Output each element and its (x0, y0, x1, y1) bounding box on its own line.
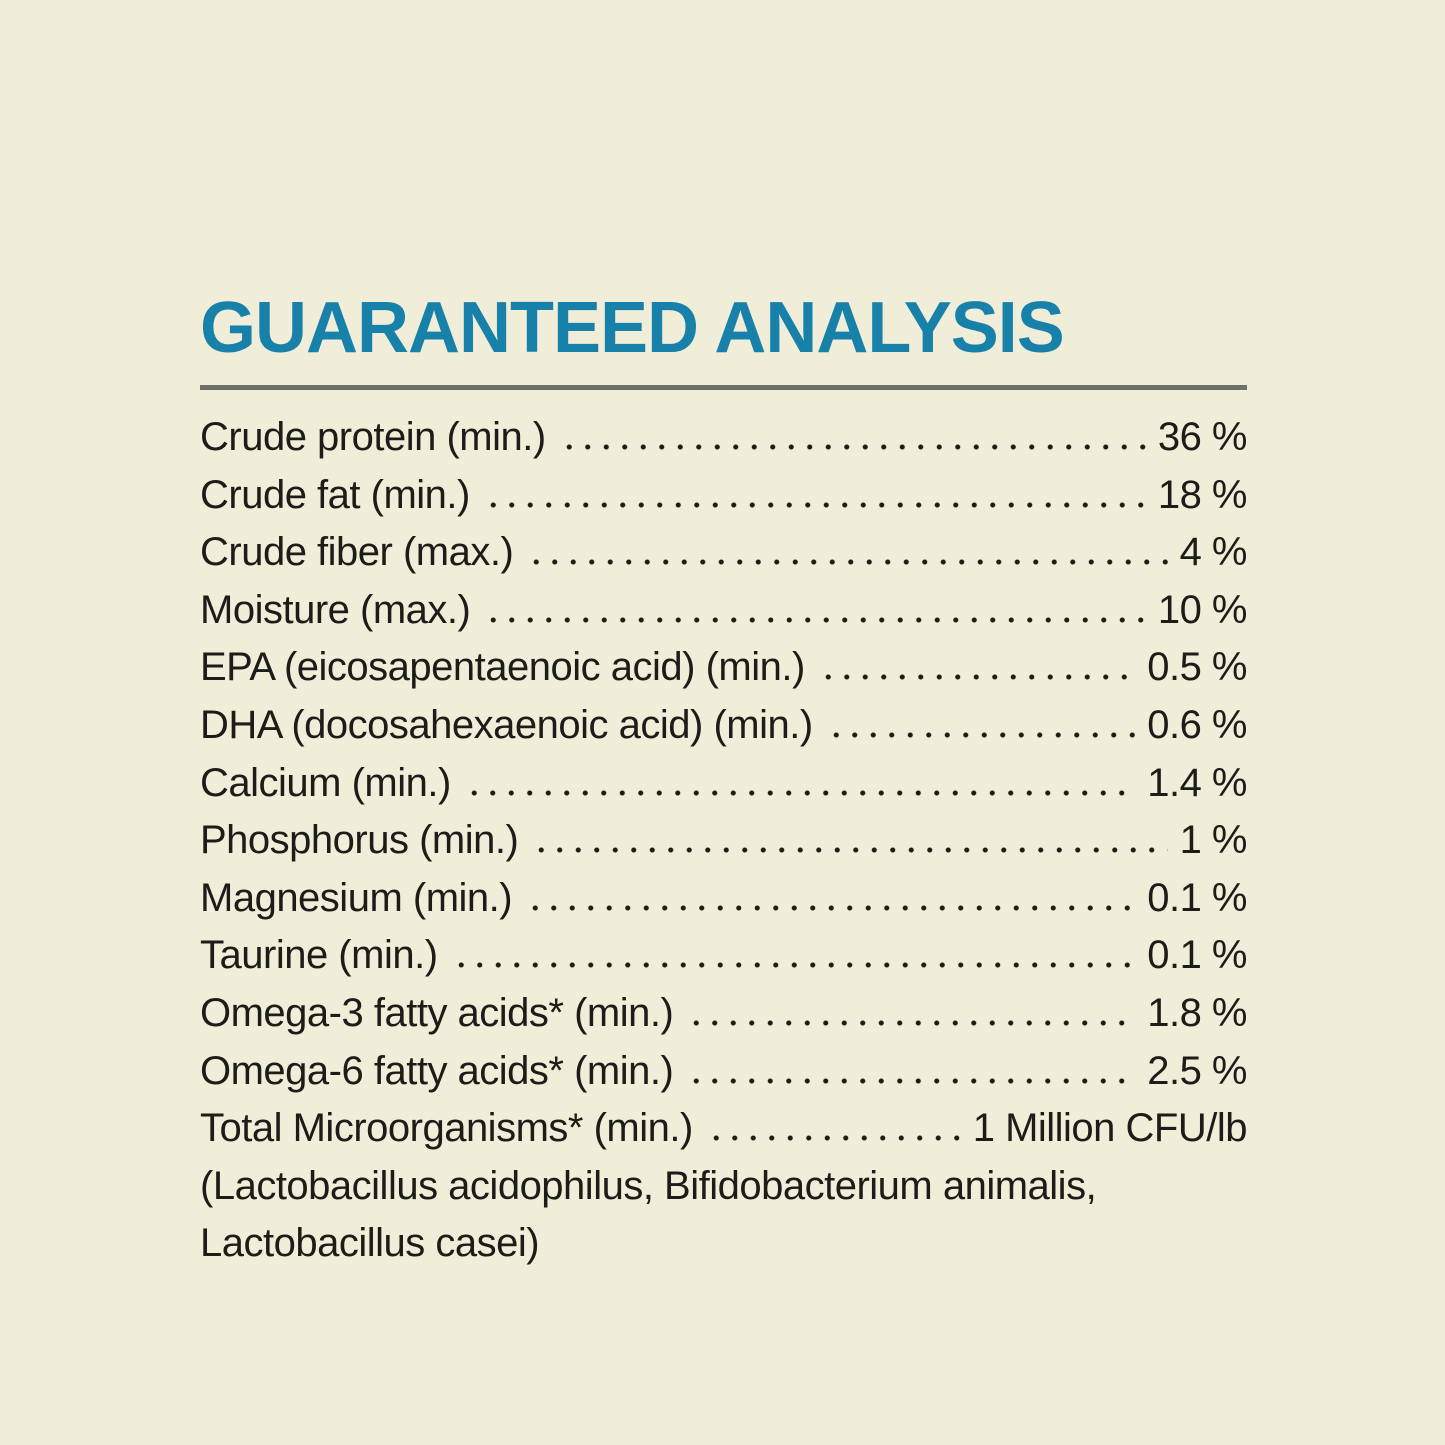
nutrient-label: Magnesium (min.) (200, 875, 513, 920)
dot-leader (532, 847, 1168, 854)
guaranteed-analysis-panel: GUARANTEED ANALYSIS Crude protein (min.)… (200, 288, 1248, 1273)
nutrient-label: Moisture (max.) (200, 587, 471, 632)
nutrient-value: 36 % (1157, 415, 1248, 459)
analysis-row: Omega-6 fatty acids* (min.) 2.5 % (200, 1043, 1247, 1101)
dot-leader (687, 1077, 1136, 1084)
nutrient-value: 0.1 % (1147, 933, 1247, 978)
nutrient-value: 1 % (1179, 818, 1248, 863)
nutrient-label: Phosphorus (min.) (200, 818, 519, 863)
note-line: (Lactobacillus acidophilus, Bifidobacter… (200, 1163, 1097, 1208)
nutrient-value: 18 % (1157, 472, 1248, 517)
analysis-row: EPA (eicosapentaenoic acid) (min.) 0.5 % (200, 639, 1247, 697)
nutrient-value: 2.5 % (1147, 1048, 1247, 1093)
analysis-row: Taurine (min.) 0.1 % (200, 927, 1247, 985)
analysis-row: DHA (docosahexaenoic acid) (min.) 0.6 % (200, 697, 1247, 755)
analysis-row: Omega-3 fatty acids* (min.) 1.8 % (200, 985, 1247, 1043)
nutrient-label: Omega-3 fatty acids* (min.) (200, 990, 674, 1035)
analysis-row: Phosphorus (min.) 1 % (200, 812, 1248, 870)
nutrient-value: 0.1 % (1147, 875, 1247, 920)
analysis-row: Crude fat (min.) 18 % (200, 467, 1248, 525)
nutrient-label: Taurine (min.) (200, 933, 438, 978)
nutrient-label: Total Microorganisms* (min.) (200, 1106, 693, 1151)
dot-leader (451, 962, 1136, 969)
nutrient-value: 0.5 % (1147, 645, 1247, 690)
panel-title: GUARANTEED ANALYSIS (200, 288, 1065, 368)
analysis-row: Crude protein (min.) 36 % (200, 409, 1248, 467)
analysis-row: Magnesium (min.) 0.1 % (200, 870, 1247, 928)
nutrient-label: Crude protein (min.) (200, 415, 546, 459)
dot-leader (687, 1019, 1136, 1026)
nutrient-label: Omega-6 fatty acids* (min.) (200, 1048, 674, 1093)
analysis-row: Total Microorganisms* (min.) 1 Million C… (200, 1100, 1248, 1158)
nutrient-label: Crude fiber (max.) (200, 530, 514, 575)
dot-leader (818, 674, 1136, 681)
title-divider (200, 385, 1247, 390)
nutrient-label: DHA (docosahexaenoic acid) (min.) (200, 702, 813, 747)
dot-leader (464, 789, 1136, 796)
dot-leader (826, 731, 1136, 738)
dot-leader (559, 444, 1146, 450)
analysis-row: Moisture (max.) 10 % (200, 582, 1248, 640)
analysis-rows: Crude protein (min.) 36 % Crude fat (min… (200, 409, 1248, 1158)
nutrient-label: Crude fat (min.) (200, 472, 470, 517)
nutrient-value: 10 % (1157, 587, 1248, 632)
microorganisms-note: (Lactobacillus acidophilus, Bifidobacter… (200, 1158, 1247, 1273)
nutrient-value: 4 % (1179, 530, 1248, 575)
note-line: Lactobacillus casei) (200, 1221, 540, 1266)
nutrient-value: 1.8 % (1147, 990, 1247, 1035)
dot-leader (706, 1135, 961, 1142)
analysis-row: Calcium (min.) 1.4 % (200, 755, 1247, 813)
dot-leader (526, 904, 1136, 911)
nutrient-value: 1 Million CFU/lb (972, 1106, 1248, 1151)
nutrient-value: 0.6 % (1147, 702, 1247, 747)
dot-leader (527, 559, 1168, 566)
nutrient-label: Calcium (min.) (200, 760, 451, 805)
analysis-row: Crude fiber (max.) 4 % (200, 524, 1248, 582)
dot-leader (483, 501, 1146, 508)
nutrient-label: EPA (eicosapentaenoic acid) (min.) (200, 645, 805, 690)
dot-leader (484, 616, 1146, 623)
nutrient-value: 1.4 % (1147, 760, 1247, 805)
